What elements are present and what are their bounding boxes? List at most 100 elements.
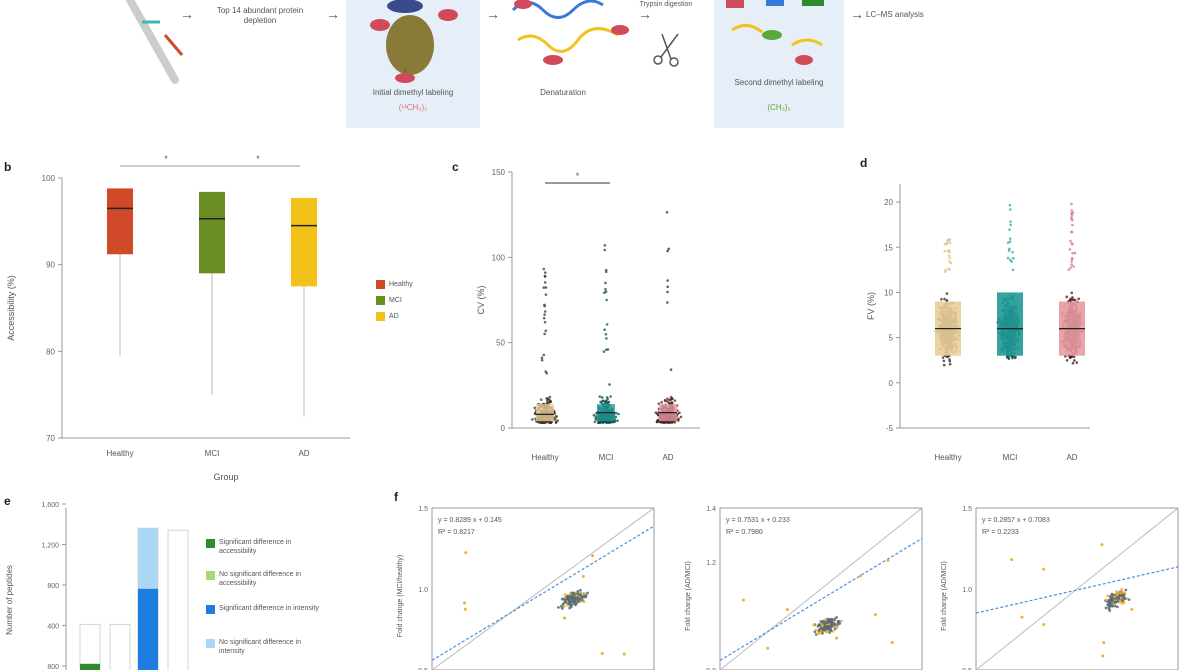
y-axis-label: Fold change (MCI/healthy) <box>397 555 404 637</box>
y-tick-label: 150 <box>492 168 506 177</box>
data-point <box>557 605 560 609</box>
data-point <box>542 353 546 357</box>
data-point <box>1070 202 1073 206</box>
arrow-icon: → <box>180 6 194 22</box>
outlier-point <box>463 607 467 611</box>
legend-label: AD <box>389 313 399 320</box>
outlier-point <box>1010 558 1014 562</box>
outlier-point <box>1102 641 1106 645</box>
workflow-step-depletion: Top 14 abundant protein depletion <box>216 6 304 25</box>
data-point <box>827 627 830 631</box>
outlier-point <box>873 613 877 617</box>
box-mci <box>997 292 1023 356</box>
data-point <box>1075 361 1079 364</box>
legend-label: Significant difference in accessibility <box>219 539 292 555</box>
data-point <box>678 411 681 415</box>
arrow-icon: → <box>638 6 652 22</box>
data-point <box>1073 251 1077 255</box>
data-point <box>560 597 564 601</box>
workflow-step-initial-label-reagent: (¹³CH₃)₂ <box>398 103 428 112</box>
data-point <box>943 297 946 301</box>
data-point <box>1007 357 1011 361</box>
data-point <box>679 415 683 419</box>
data-point <box>576 596 580 600</box>
y-tick-label: 1.5 <box>418 506 428 513</box>
data-point <box>1116 592 1119 595</box>
data-point <box>1073 359 1076 362</box>
data-point <box>943 249 946 253</box>
data-point <box>1110 599 1114 603</box>
y-tick-label: 1.4 <box>706 506 716 513</box>
identity-line <box>719 507 923 670</box>
data-point <box>565 595 569 599</box>
data-point <box>1009 220 1012 223</box>
data-point <box>1006 241 1010 244</box>
data-point <box>604 400 607 404</box>
data-point <box>660 401 663 404</box>
workflow-step-lcms: LC–MS analysis <box>866 10 924 19</box>
y-axis-label: Number of peptides <box>5 565 14 635</box>
regression-equation: y = 0.2857 x + 0.7083 <box>982 517 1050 524</box>
data-point <box>945 242 948 246</box>
legend-item-ad: AD <box>376 312 399 321</box>
legend-label: Significant difference in intensity <box>219 605 319 612</box>
data-point <box>945 299 949 302</box>
workflow-step-initial-label: Initial dimethyl labeling <box>372 88 454 97</box>
data-point <box>945 292 949 295</box>
data-point <box>617 412 620 416</box>
data-point <box>605 323 609 326</box>
data-point <box>567 595 571 599</box>
data-point <box>666 279 669 282</box>
x-tick-label: AD <box>662 453 673 462</box>
data-point <box>817 632 821 636</box>
y-tick-label: 100 <box>492 253 506 262</box>
legend-item-mci: MCI <box>376 296 402 305</box>
panel-label-c: c <box>452 160 459 174</box>
data-point <box>819 620 823 623</box>
legend-label: No significant difference in intensity <box>219 639 301 655</box>
data-point <box>572 600 576 604</box>
legend-swatch-sig-intensity <box>206 605 215 614</box>
y-tick-label: 1.5 <box>962 506 972 513</box>
data-point <box>604 287 607 291</box>
peptides-icon <box>726 0 824 65</box>
data-point <box>666 400 669 403</box>
data-point <box>575 594 579 598</box>
data-point <box>606 348 610 351</box>
legend-item-sig-intensity: Significant difference in intensity <box>206 604 326 614</box>
data-point <box>1011 250 1014 254</box>
outlier-point <box>1042 567 1046 571</box>
sample-tube-icon <box>126 0 184 84</box>
data-point <box>831 629 835 633</box>
workflow-step-denaturation: Denaturation <box>540 88 586 97</box>
data-point <box>614 411 618 415</box>
y-tick-label: 70 <box>46 434 55 443</box>
y-tick-label: 0.5 <box>962 668 972 670</box>
arrow-icon: → <box>326 6 340 22</box>
panel-label-d: d <box>860 156 868 170</box>
data-point <box>1071 251 1074 255</box>
data-point <box>666 249 669 253</box>
protein-structure-icon <box>370 0 458 83</box>
data-point <box>543 275 547 278</box>
data-point <box>573 597 577 601</box>
data-point <box>545 397 548 400</box>
data-point <box>1120 587 1124 591</box>
data-point <box>1014 355 1017 359</box>
outlier-point <box>600 651 604 655</box>
data-point <box>1069 266 1073 269</box>
data-point <box>564 600 568 604</box>
data-point <box>583 592 586 596</box>
data-point <box>604 281 607 285</box>
data-point <box>1115 605 1119 609</box>
x-tick-label: Healthy <box>934 453 961 462</box>
outlier-point <box>766 646 770 650</box>
data-point <box>539 398 543 401</box>
peptide-count-barchart: 800 400 800 1,200 1,600 Number of peptides <box>5 502 189 670</box>
data-point <box>835 616 839 619</box>
arrow-icon: → <box>486 6 500 22</box>
outlier-point <box>622 652 626 656</box>
y-tick-label: 80 <box>46 347 55 356</box>
data-point <box>576 590 580 593</box>
data-point <box>1073 298 1077 302</box>
